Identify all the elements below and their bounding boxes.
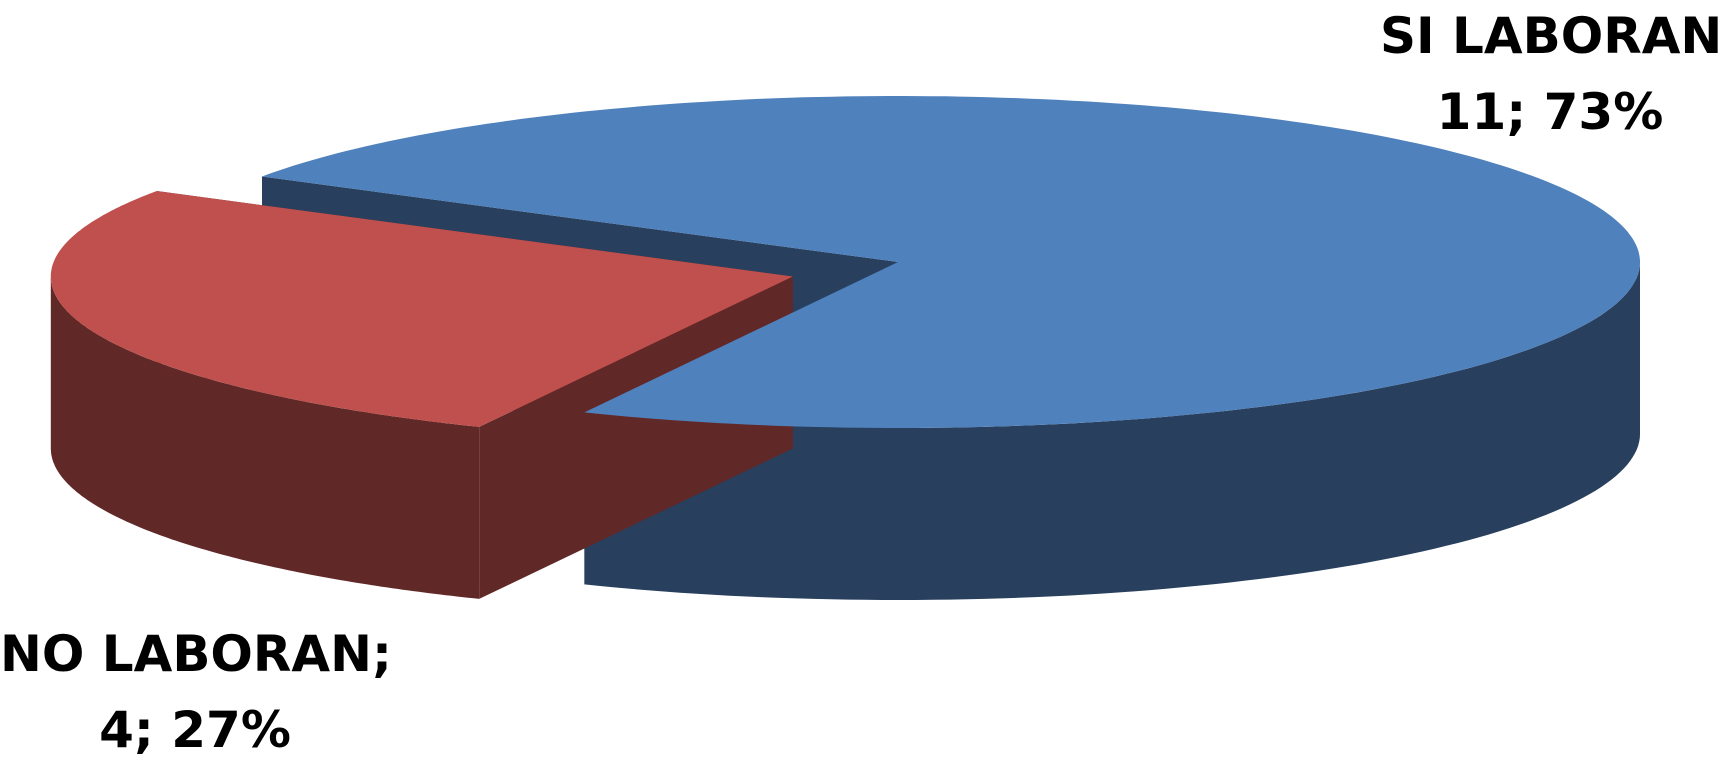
data-label-si-laboran-name: SI LABORAN; [1380,7,1722,65]
pie-slice-no-laboran [50,191,793,427]
data-label-no-laboran: NO LABORAN; 4; 27% [0,616,392,768]
data-label-no-laboran-value: 4; 27% [99,701,291,759]
data-label-no-laboran-name: NO LABORAN; [0,625,392,683]
pie-slice-side-si-laboran [584,262,1640,600]
data-label-si-laboran: SI LABORAN; 11; 73% [1380,0,1722,150]
data-label-si-laboran-value: 11; 73% [1436,83,1664,141]
pie-slice-side-no-laboran [50,277,480,599]
pie-slice-si-laboran [262,96,1640,428]
